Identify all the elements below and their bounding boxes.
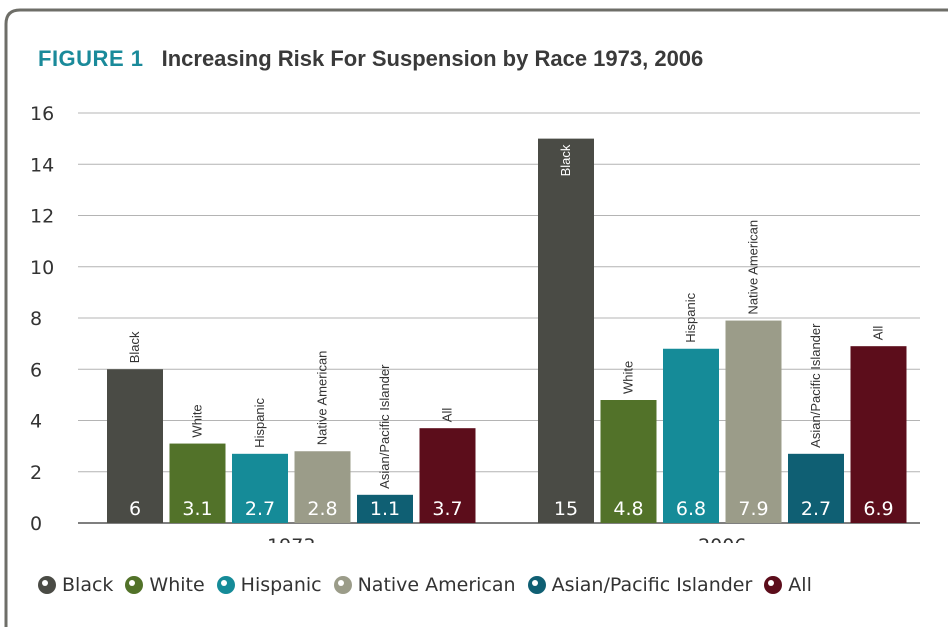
data-label: 4.8 [613,498,643,520]
data-label: 2.7 [245,498,275,520]
y-tick-label: 10 [30,257,54,279]
bar [169,443,226,523]
series-name-label: Hispanic [683,292,698,342]
legend-label: White [149,574,205,596]
y-tick-label: 12 [30,206,54,228]
y-tick-label: 8 [30,308,42,330]
bar [419,428,476,523]
series-name-label: Native American [746,220,761,315]
legend-label: Native American [357,574,516,596]
series-name-label: White [190,404,205,437]
bar [725,320,782,523]
data-label: 6.9 [863,498,893,520]
y-tick-label: 0 [30,513,42,535]
bar [538,138,594,523]
legend-marker-icon [527,576,546,594]
data-label: 6.8 [676,498,706,520]
bar [663,348,719,523]
bar [232,453,288,523]
legend: Black White Hispanic Native American Asian/P… [38,574,824,596]
series-name-label: Black [558,144,573,176]
bar [600,400,657,523]
bar [850,346,907,523]
series-name-label: Native American [315,351,330,446]
legend-item: White [125,574,205,596]
figure-title: Increasing Risk For Suspension by Race 1… [161,46,704,71]
bar [294,451,351,523]
y-tick-label: 16 [30,103,54,125]
series-name-label: Asian/Pacific Islander [377,364,392,489]
legend-label: Black [62,574,114,596]
series-name-label: Hispanic [252,397,267,447]
legend-item: Hispanic [216,574,322,596]
legend-marker-icon [764,576,783,594]
series-name-label: All [440,408,455,423]
legend-label: Hispanic [240,574,322,596]
legend-label: All [788,574,812,596]
data-label: 1.1 [370,498,400,520]
figure-title-block: FIGURE 1 Increasing Risk For Suspension … [38,46,703,72]
label-mask [10,543,948,567]
legend-item: All [764,574,812,596]
series-name-label: Black [127,331,142,363]
data-label: 2.7 [801,498,831,520]
data-label: 15 [554,498,578,520]
legend-item: Native American [333,574,516,596]
legend-marker-icon [216,576,235,594]
series-name-label: White [621,361,636,394]
legend-label: Asian/Pacific Islander [551,574,753,596]
y-tick-label: 2 [30,462,42,484]
y-tick-label: 6 [30,359,42,381]
series-name-label: All [871,326,886,341]
data-label: 3.1 [182,498,212,520]
legend-item: Asian/Pacific Islander [527,574,753,596]
legend-marker-icon [333,576,352,594]
bar [107,369,163,523]
legend-marker-icon [38,576,56,594]
bar [788,453,844,523]
data-label: 2.8 [307,498,337,520]
data-label: 6 [129,498,141,520]
data-label: 7.9 [738,498,768,520]
y-tick-label: 4 [30,411,42,433]
data-label: 3.7 [432,498,462,520]
legend-marker-icon [125,576,144,594]
series-name-label: Asian/Pacific Islander [808,323,823,448]
legend-item: Black [38,574,113,596]
figure-label: FIGURE 1 [38,46,144,71]
y-tick-label: 14 [30,154,54,176]
bar [357,494,413,523]
